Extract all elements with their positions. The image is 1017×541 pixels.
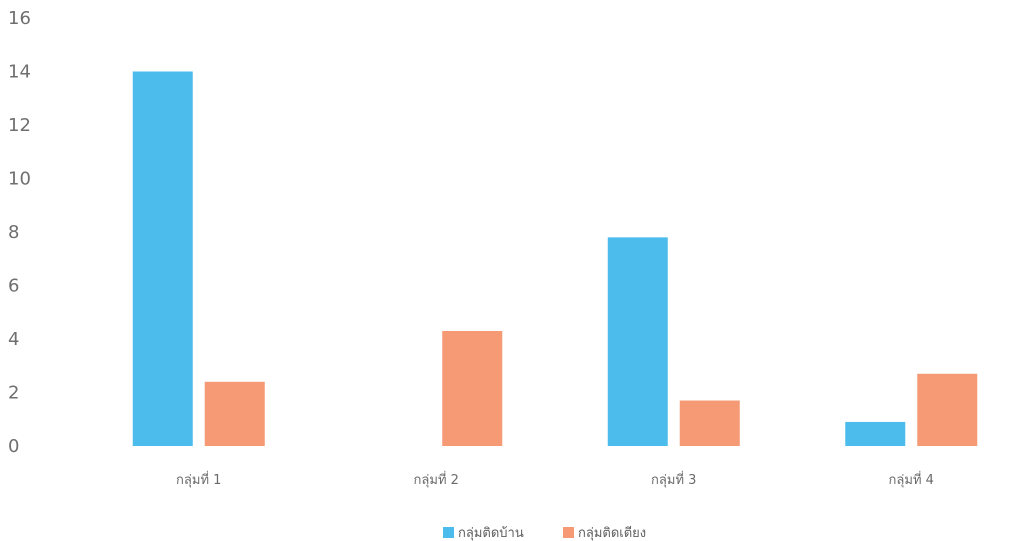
y-tick-label: 14 <box>8 62 31 83</box>
legend-swatch-1 <box>443 527 454 538</box>
legend-swatch-2 <box>563 527 574 538</box>
y-tick-label: 4 <box>8 329 19 350</box>
x-axis-labels: กลุ่มที่ 1 กลุ่มที่ 2 กลุ่มที่ 3 กลุ่มที่ 4 <box>176 471 934 488</box>
bar-series-2-category-1 <box>204 381 265 446</box>
x-category-label: กลุ่มที่ 1 <box>176 471 221 488</box>
bar-series-group <box>132 71 978 446</box>
legend-label-1: กลุ่มติดบ้าน <box>458 526 524 541</box>
bar-series-2-category-4 <box>917 373 978 446</box>
bar-series-1-category-3 <box>607 237 668 446</box>
bar-series-2-category-3 <box>679 400 740 446</box>
bar-series-1-category-4 <box>845 421 906 446</box>
y-tick-label: 8 <box>8 222 19 243</box>
y-tick-label: 6 <box>8 276 19 297</box>
y-tick-label: 10 <box>8 169 31 190</box>
y-tick-label: 16 <box>8 8 31 29</box>
y-tick-label: 2 <box>8 383 19 404</box>
x-category-label: กลุ่มที่ 2 <box>414 471 459 488</box>
y-tick-label: 0 <box>8 436 19 457</box>
bar-series-1-category-1 <box>132 71 193 446</box>
x-category-label: กลุ่มที่ 3 <box>651 471 696 488</box>
legend: กลุ่มติดบ้าน กลุ่มติดเตียง <box>443 525 646 541</box>
bar-series-2-category-2 <box>442 330 503 446</box>
x-category-label: กลุ่มที่ 4 <box>889 471 934 488</box>
y-tick-label: 12 <box>8 115 31 136</box>
legend-label-2: กลุ่มติดเตียง <box>578 525 646 541</box>
y-axis-ticks: 0 2 4 6 8 10 12 14 16 <box>8 8 31 457</box>
